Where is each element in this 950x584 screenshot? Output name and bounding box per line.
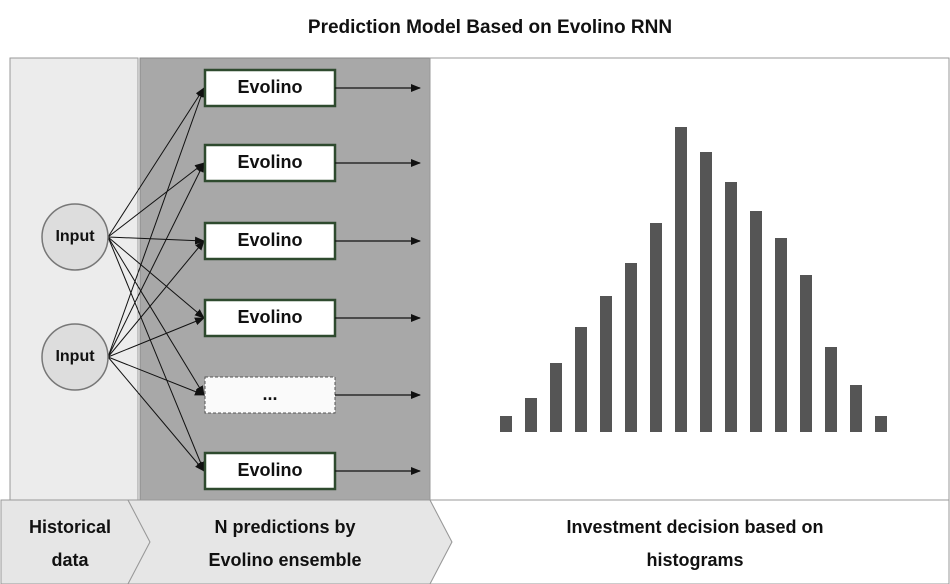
stage-label: Evolino ensemble <box>208 550 361 570</box>
model-label: Evolino <box>237 77 302 97</box>
stage-label: histograms <box>646 550 743 570</box>
connector <box>107 236 205 245</box>
input-node <box>41 203 109 271</box>
model-label: Evolino <box>237 307 302 327</box>
connector <box>107 162 205 238</box>
connector <box>107 236 205 396</box>
connector <box>107 356 205 472</box>
histogram <box>500 127 887 432</box>
connector <box>107 356 205 396</box>
stage-label: data <box>51 550 89 570</box>
connector <box>107 87 205 238</box>
model-label: ... <box>262 384 277 404</box>
connector <box>107 162 205 358</box>
stage-label: Historical <box>29 517 111 537</box>
input-panel <box>9 57 139 501</box>
connector <box>107 87 205 358</box>
input-node <box>41 323 109 391</box>
ensemble-panel <box>139 57 431 501</box>
title: Prediction Model Based on Evolino RNN <box>308 17 672 38</box>
connector <box>107 236 205 472</box>
stage-band <box>0 499 151 584</box>
model-label: Evolino <box>237 152 302 172</box>
input-label: Input <box>55 228 95 245</box>
connector <box>107 317 205 358</box>
stage-label: N predictions by <box>214 517 355 537</box>
model-label: Evolino <box>237 230 302 250</box>
model-box <box>203 68 337 108</box>
connector <box>107 236 205 319</box>
stage-band <box>429 499 950 584</box>
connector <box>107 240 205 358</box>
input-label: Input <box>55 348 95 365</box>
decision-panel <box>429 57 950 501</box>
stage-band <box>127 499 453 584</box>
model-label: Evolino <box>237 460 302 480</box>
stage-label: Investment decision based on <box>566 517 823 537</box>
model-box <box>203 221 337 261</box>
